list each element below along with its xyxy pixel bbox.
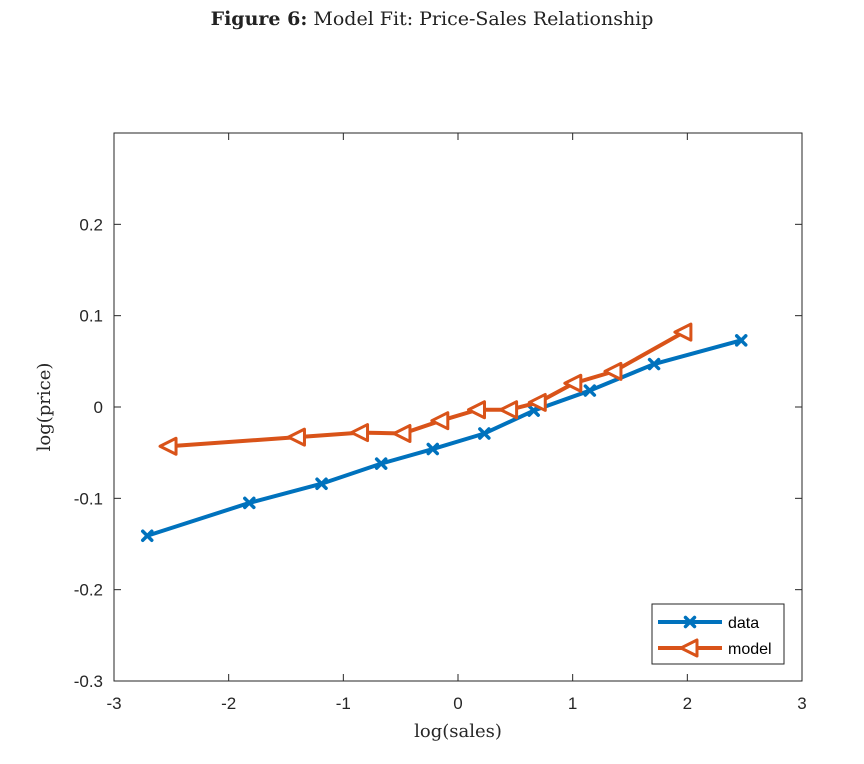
legend-entry-model: model (658, 638, 772, 658)
y-tick-label: 0.2 (79, 215, 103, 234)
figure-label: Figure 6: (210, 8, 308, 30)
x-tick-label: 1 (568, 694, 577, 713)
legend: data model (651, 603, 785, 665)
data-point-data (315, 477, 328, 490)
data-point-model (158, 436, 178, 456)
series-model (158, 322, 693, 456)
series-layer (141, 322, 748, 543)
legend-marker-x (683, 615, 697, 629)
data-point-model (466, 400, 486, 420)
data-point-model (350, 423, 370, 443)
x-axis-label: log(sales) (414, 721, 502, 742)
data-point-data (426, 442, 440, 456)
legend-marker-triangle (679, 638, 699, 658)
data-point-model (603, 361, 623, 381)
legend-label: data (728, 615, 759, 632)
y-axis-label: log(price) (34, 363, 55, 452)
x-tick-label: 3 (797, 694, 806, 713)
axes-box (113, 132, 803, 682)
data-point-model (563, 373, 583, 393)
data-point-data (647, 357, 661, 371)
data-point-model (430, 411, 450, 431)
legend-box (651, 603, 785, 665)
y-tick-label: 0.1 (79, 307, 103, 326)
data-point-data (374, 457, 388, 470)
data-point-model (499, 400, 519, 420)
x-tick-label: 2 (683, 694, 692, 713)
data-point-data (243, 496, 256, 510)
data-point-data (141, 529, 154, 543)
y-tick-label: -0.2 (74, 581, 103, 600)
figure-caption: Figure 6: Model Fit: Price-Sales Relatio… (0, 8, 864, 30)
data-point-data (583, 384, 597, 397)
y-tick-label: -0.1 (74, 489, 103, 508)
plot-background (114, 133, 802, 681)
data-point-data (478, 427, 491, 440)
y-tick-label: 0 (94, 398, 103, 417)
figure-title: Model Fit: Price-Sales Relationship (313, 8, 654, 30)
data-point-data (734, 334, 748, 347)
legend-entry-data: data (658, 615, 759, 632)
x-tick-label: -1 (336, 694, 351, 713)
data-point-model (527, 392, 547, 412)
legend-label: model (728, 641, 772, 658)
x-tick-label: -3 (106, 694, 121, 713)
x-tick-label: 0 (453, 694, 462, 713)
data-point-model (392, 423, 412, 443)
data-point-model (286, 427, 306, 447)
x-tick-label: -2 (221, 694, 236, 713)
y-tick-label: -0.3 (74, 672, 103, 691)
data-point-model (673, 322, 693, 342)
